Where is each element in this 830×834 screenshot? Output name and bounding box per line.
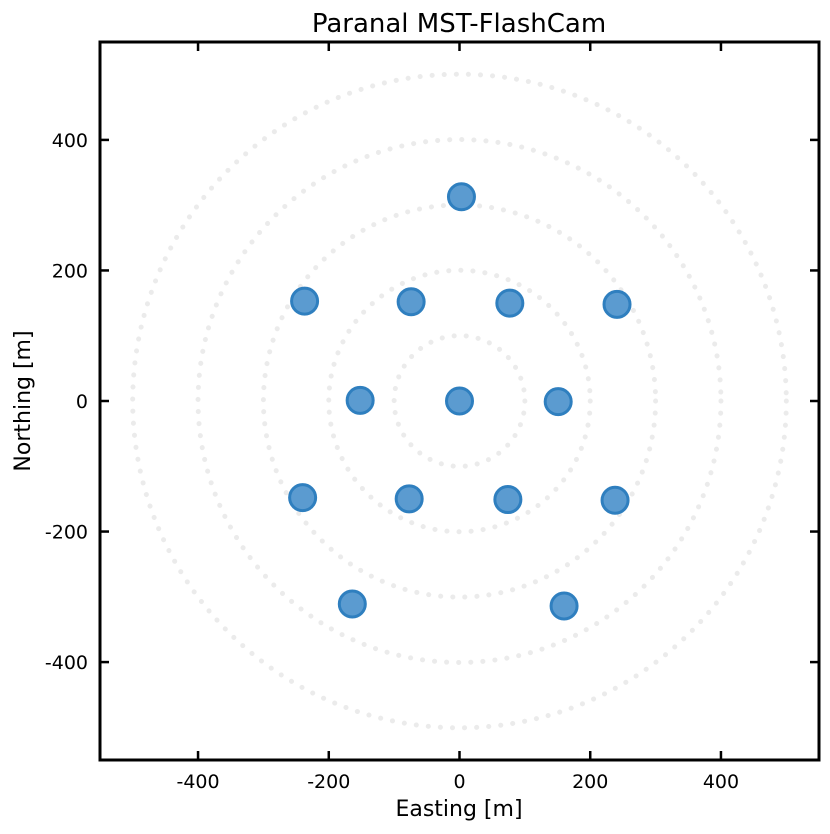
y-tick-label: -400 xyxy=(45,652,88,674)
reference-circle-3 xyxy=(260,202,659,600)
x-tick-label: -400 xyxy=(176,771,219,793)
x-tick-label: -200 xyxy=(307,771,350,793)
x-tick-label: 0 xyxy=(453,771,465,793)
x-tick-label: 200 xyxy=(572,771,608,793)
reference-circle-1 xyxy=(391,333,528,469)
y-tick-label: 0 xyxy=(76,391,88,413)
telescope-markers xyxy=(288,182,632,621)
telescope-marker-6 xyxy=(345,385,375,415)
telescope-marker-3 xyxy=(396,287,426,317)
x-axis-label: Easting [m] xyxy=(395,797,522,822)
telescope-marker-11 xyxy=(493,485,523,515)
telescope-marker-9 xyxy=(288,483,318,513)
telescope-marker-10 xyxy=(394,484,424,514)
axis-ticks xyxy=(100,42,819,760)
reference-circles xyxy=(130,71,789,731)
telescope-marker-13 xyxy=(337,589,367,619)
axis-tick-labels: -400 -200 0 200 400 -400 -200 0 200 400 xyxy=(45,130,739,793)
telescope-marker-4 xyxy=(495,288,525,318)
reference-circle-2 xyxy=(326,267,593,535)
telescope-marker-12 xyxy=(600,485,630,515)
x-tick-label: 400 xyxy=(703,771,739,793)
telescope-marker-8 xyxy=(543,387,573,417)
telescope-marker-7 xyxy=(445,386,474,416)
reference-circle-4 xyxy=(195,137,724,665)
telescope-marker-14 xyxy=(549,591,579,621)
telescope-marker-5 xyxy=(602,289,632,319)
telescope-marker-2 xyxy=(290,286,320,316)
y-tick-label: 400 xyxy=(52,130,88,152)
y-tick-label: 200 xyxy=(52,260,88,282)
chart-title: Paranal MST-FlashCam xyxy=(312,9,606,39)
y-tick-label: -200 xyxy=(45,522,88,544)
telescope-marker-1 xyxy=(446,182,476,212)
reference-circle-5 xyxy=(130,71,789,731)
y-axis-label: Northing [m] xyxy=(11,330,36,471)
